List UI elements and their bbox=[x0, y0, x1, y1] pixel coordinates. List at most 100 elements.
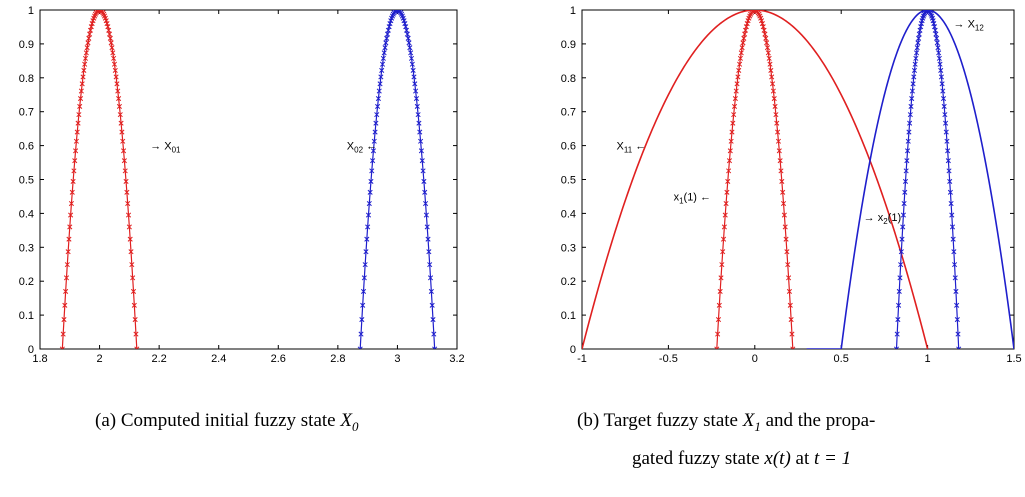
point-marker-x01 bbox=[126, 224, 132, 230]
point-marker-x1-1 bbox=[732, 96, 738, 102]
point-marker-x01 bbox=[79, 81, 85, 87]
y-tick-label: 0.9 bbox=[561, 39, 576, 51]
point-marker-x1-1 bbox=[777, 158, 783, 164]
annotation-label: → X01 bbox=[150, 141, 181, 155]
y-tick-label: 0 bbox=[570, 344, 576, 356]
point-marker-x02 bbox=[408, 55, 415, 61]
caption-a-math-sub: 0 bbox=[351, 418, 359, 434]
point-marker-x02 bbox=[362, 262, 368, 268]
point-marker-x2-1 bbox=[908, 103, 914, 109]
point-marker-x2-1 bbox=[936, 50, 942, 56]
point-marker-x2-1 bbox=[938, 74, 944, 80]
point-marker-x01 bbox=[74, 129, 80, 135]
point-marker-x2-1 bbox=[898, 249, 904, 255]
point-marker-x01 bbox=[124, 189, 130, 195]
point-marker-x2-1 bbox=[902, 178, 909, 184]
point-marker-x2-1 bbox=[956, 346, 962, 349]
x-tick-label: 1 bbox=[925, 353, 931, 365]
point-marker-x1-1 bbox=[775, 138, 782, 144]
point-marker-x1-1 bbox=[741, 35, 747, 41]
point-marker-x01 bbox=[132, 316, 138, 323]
point-marker-x2-1 bbox=[898, 262, 904, 268]
point-marker-x01 bbox=[106, 31, 113, 37]
point-marker-x01 bbox=[85, 40, 91, 46]
point-marker-x02 bbox=[369, 168, 375, 174]
point-marker-x1-1 bbox=[744, 21, 750, 27]
point-marker-x1-1 bbox=[722, 212, 728, 218]
point-marker-x01 bbox=[83, 50, 89, 56]
point-marker-x02 bbox=[380, 55, 386, 61]
point-marker-x02 bbox=[424, 224, 430, 230]
point-marker-x2-1 bbox=[943, 129, 949, 135]
point-marker-x02 bbox=[413, 88, 419, 94]
point-marker-x2-1 bbox=[940, 88, 946, 94]
point-marker-x2-1 bbox=[913, 50, 920, 56]
point-marker-x2-1 bbox=[912, 61, 918, 67]
point-marker-x1-1 bbox=[738, 50, 744, 56]
point-marker-x2-1 bbox=[903, 168, 909, 174]
point-marker-x2-1 bbox=[938, 67, 944, 73]
point-marker-x1-1 bbox=[725, 178, 731, 184]
point-marker-x1-1 bbox=[715, 316, 722, 323]
series-markers-x02 bbox=[357, 10, 438, 349]
plot-a: 1.8 2 2.2 2.4 2.6 2.8 3 3.2 0 0.1 0.2 0.3 0.4 0.5 0.6 0… bbox=[19, 5, 465, 365]
point-marker-x2-1 bbox=[904, 158, 910, 164]
point-marker-x2-1 bbox=[913, 55, 919, 61]
point-marker-x01 bbox=[72, 158, 78, 164]
point-marker-x2-1 bbox=[893, 346, 900, 349]
caption-b-math-x1: X bbox=[742, 410, 755, 431]
point-marker-x02 bbox=[370, 158, 376, 164]
point-marker-x2-1 bbox=[953, 288, 959, 294]
x-tick-label: 1.8 bbox=[32, 353, 47, 365]
y-tick-label: 0.6 bbox=[561, 141, 576, 153]
point-marker-x01 bbox=[130, 275, 136, 281]
point-marker-x2-1 bbox=[955, 331, 961, 337]
point-marker-x2-1 bbox=[949, 224, 956, 230]
point-marker-x2-1 bbox=[915, 40, 921, 46]
point-marker-x02 bbox=[381, 50, 387, 56]
x-tick-label: 2.8 bbox=[330, 353, 345, 365]
point-marker-x1-1 bbox=[728, 138, 734, 144]
point-marker-x2-1 bbox=[907, 112, 913, 118]
point-marker-x2-1 bbox=[896, 288, 902, 294]
point-marker-x02 bbox=[382, 45, 388, 51]
y-tick-label: 0.3 bbox=[561, 242, 576, 254]
point-marker-x2-1 bbox=[954, 302, 960, 308]
point-marker-x1-1 bbox=[772, 103, 778, 109]
series-markers-x01 bbox=[59, 10, 140, 349]
point-marker-x2-1 bbox=[900, 212, 906, 218]
point-marker-x01 bbox=[75, 120, 81, 126]
point-marker-x1-1 bbox=[776, 148, 782, 154]
point-marker-x2-1 bbox=[901, 200, 907, 207]
point-marker-x2-1 bbox=[941, 103, 947, 109]
axes-box bbox=[39, 9, 458, 350]
point-marker-x01 bbox=[63, 288, 69, 294]
series-layer bbox=[59, 10, 438, 349]
series-line-x11 bbox=[582, 10, 929, 349]
point-marker-x01 bbox=[66, 236, 72, 242]
point-marker-x01 bbox=[87, 31, 93, 37]
point-marker-x02 bbox=[419, 158, 425, 164]
point-marker-x1-1 bbox=[714, 346, 720, 349]
x-tick-label: 3.2 bbox=[449, 353, 464, 365]
point-marker-x02 bbox=[412, 81, 418, 87]
point-marker-x2-1 bbox=[937, 61, 943, 67]
point-marker-x2-1 bbox=[952, 262, 958, 268]
point-marker-x2-1 bbox=[947, 178, 953, 184]
point-marker-x01 bbox=[116, 103, 122, 109]
point-marker-x02 bbox=[376, 88, 382, 94]
point-marker-x2-1 bbox=[911, 67, 918, 73]
point-marker-x2-1 bbox=[945, 158, 951, 164]
point-marker-x02 bbox=[409, 61, 415, 67]
point-marker-x01 bbox=[76, 112, 82, 118]
point-marker-x02 bbox=[427, 262, 433, 268]
point-marker-x02 bbox=[423, 212, 429, 218]
point-marker-x1-1 bbox=[730, 120, 736, 126]
point-marker-x01 bbox=[121, 148, 127, 154]
point-marker-x1-1 bbox=[779, 178, 785, 184]
point-marker-x2-1 bbox=[942, 112, 948, 118]
series-layer bbox=[582, 10, 1014, 349]
series-markers-x1-1 bbox=[714, 10, 796, 349]
point-marker-x02 bbox=[426, 249, 432, 255]
point-marker-x1-1 bbox=[720, 236, 727, 242]
